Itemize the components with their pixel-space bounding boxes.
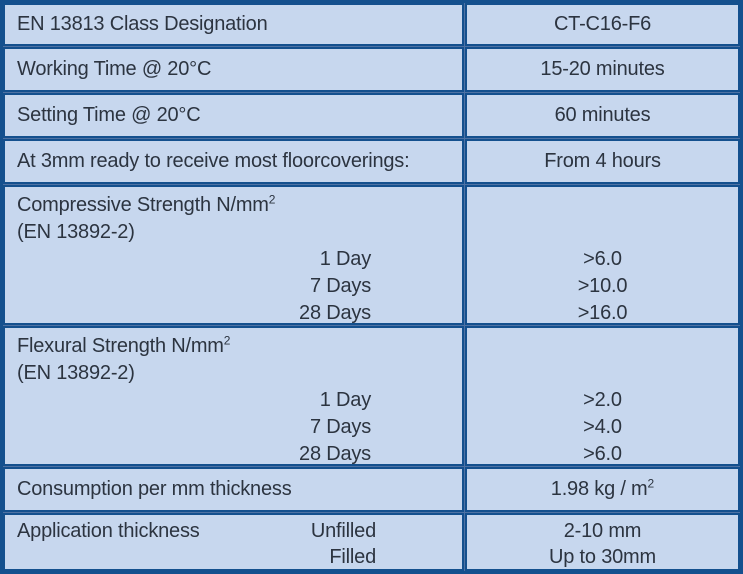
row-setting-time-label: Setting Time @ 20°C — [3, 93, 464, 138]
row-compressive-strength-values: >6.0 >10.0 >16.0 — [465, 185, 740, 325]
entry-label: 7 Days — [309, 275, 371, 297]
strength-title: Compressive Strength N/mm2 — [17, 192, 276, 216]
row-application-thickness-values: 2-10 mm Up to 30mm — [465, 513, 740, 571]
entry-value: >10.0 — [577, 275, 628, 297]
entry-value: >2.0 — [583, 389, 622, 411]
application-entry-labels: Unfilled Filled — [22, 518, 376, 569]
row-value-text: 1.98 kg / m2 — [550, 476, 655, 500]
spacer — [467, 333, 738, 387]
strength-entry-labels: 1 Day 7 Days 28 Days — [17, 246, 371, 324]
row-value-text: From 4 hours — [544, 150, 661, 172]
row-working-time-value: 15-20 minutes — [465, 47, 740, 92]
row-setting-time-value: 60 minutes — [465, 93, 740, 138]
superscript: 2 — [268, 192, 276, 207]
strength-entry-labels: 1 Day 7 Days 28 Days — [17, 387, 371, 465]
row-consumption-value: 1.98 kg / m2 — [465, 467, 740, 512]
superscript: 2 — [647, 476, 655, 491]
entry-label: 7 Days — [309, 416, 371, 438]
row-class-designation-value: CT-C16-F6 — [465, 3, 740, 46]
entry-value: Up to 30mm — [549, 546, 656, 568]
entry-value: >6.0 — [583, 248, 622, 270]
row-value-text: CT-C16-F6 — [553, 13, 652, 35]
superscript: 2 — [223, 333, 231, 348]
entry-label: 28 Days — [299, 302, 371, 324]
entry-value: >4.0 — [583, 416, 622, 438]
spacer — [467, 192, 738, 246]
row-label-text: Consumption per mm thickness — [17, 478, 292, 500]
row-class-designation-label: EN 13813 Class Designation — [3, 3, 464, 46]
row-compressive-strength-label: Compressive Strength N/mm2 (EN 13892-2) … — [3, 185, 464, 325]
row-label-text: At 3mm ready to receive most floorcoveri… — [17, 150, 410, 172]
entry-label: 28 Days — [299, 443, 371, 465]
row-value-text: 15-20 minutes — [540, 58, 665, 80]
row-label-text: Working Time @ 20°C — [17, 58, 212, 80]
row-label-text: Setting Time @ 20°C — [17, 104, 201, 126]
row-application-thickness-label: Application thickness Unfilled Filled — [3, 513, 464, 571]
entry-label: Filled — [329, 546, 376, 568]
entry-label: Unfilled — [310, 520, 376, 542]
row-floorcoverings-value: From 4 hours — [465, 139, 740, 184]
row-flexural-strength-values: >2.0 >4.0 >6.0 — [465, 326, 740, 466]
row-value-text: 60 minutes — [554, 104, 651, 126]
row-label-text: EN 13813 Class Designation — [17, 13, 268, 35]
entry-value: 2-10 mm — [563, 520, 642, 542]
row-working-time-label: Working Time @ 20°C — [3, 47, 464, 92]
strength-subtitle: (EN 13892-2) — [17, 221, 135, 243]
entry-label: 1 Day — [319, 389, 371, 411]
strength-subtitle: (EN 13892-2) — [17, 362, 135, 384]
entry-value: >6.0 — [583, 443, 622, 465]
row-flexural-strength-label: Flexural Strength N/mm2 (EN 13892-2) 1 D… — [3, 326, 464, 466]
row-floorcoverings-label: At 3mm ready to receive most floorcoveri… — [3, 139, 464, 184]
entry-label: 1 Day — [319, 248, 371, 270]
row-label-text: Application thickness — [17, 520, 200, 542]
row-consumption-label: Consumption per mm thickness — [3, 467, 464, 512]
strength-title: Flexural Strength N/mm2 — [17, 333, 231, 357]
entry-value: >16.0 — [577, 302, 628, 324]
